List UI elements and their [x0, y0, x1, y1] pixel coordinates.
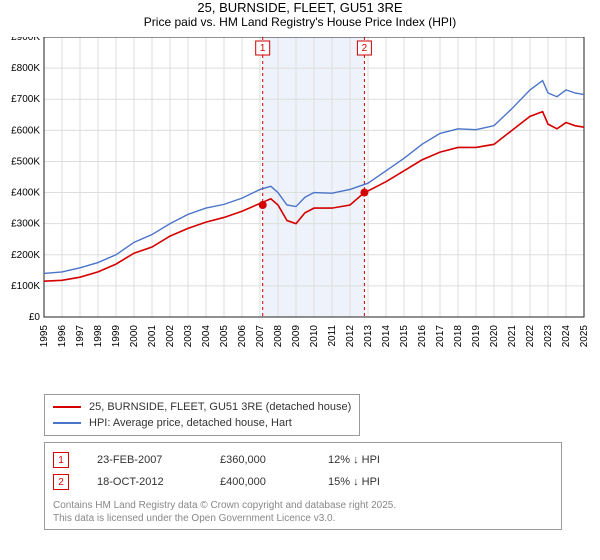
- legend-label: HPI: Average price, detached house, Hart: [89, 417, 292, 429]
- sales-table: 1 23-FEB-2007 £360,000 12% ↓ HPI 2 18-OC…: [44, 442, 562, 530]
- svg-text:£700K: £700K: [11, 94, 40, 105]
- legend-label: 25, BURNSIDE, FLEET, GU51 3RE (detached …: [89, 401, 351, 413]
- svg-text:£400K: £400K: [11, 188, 40, 199]
- chart-title: 25, BURNSIDE, FLEET, GU51 3RE: [0, 0, 600, 15]
- svg-text:2010: 2010: [309, 325, 320, 348]
- svg-text:£900K: £900K: [11, 37, 40, 43]
- svg-text:2019: 2019: [471, 325, 482, 348]
- legend: 25, BURNSIDE, FLEET, GU51 3RE (detached …: [44, 394, 360, 436]
- svg-text:2017: 2017: [435, 325, 446, 348]
- svg-text:£100K: £100K: [11, 281, 40, 292]
- svg-text:2023: 2023: [543, 325, 554, 348]
- chart-container: 25, BURNSIDE, FLEET, GU51 3RE Price paid…: [0, 0, 600, 390]
- sale-marker-icon: 2: [53, 474, 69, 490]
- svg-text:2007: 2007: [255, 325, 266, 348]
- legend-item: 25, BURNSIDE, FLEET, GU51 3RE (detached …: [53, 399, 351, 415]
- svg-text:£800K: £800K: [11, 63, 40, 74]
- svg-text:2013: 2013: [363, 325, 374, 348]
- svg-text:2015: 2015: [399, 325, 410, 348]
- svg-text:1999: 1999: [111, 325, 122, 348]
- svg-text:2022: 2022: [525, 325, 536, 348]
- svg-text:2024: 2024: [561, 325, 572, 348]
- svg-text:2011: 2011: [327, 325, 338, 347]
- svg-text:£500K: £500K: [11, 156, 40, 167]
- svg-text:2016: 2016: [417, 325, 428, 348]
- svg-text:1997: 1997: [75, 325, 86, 348]
- svg-text:2002: 2002: [165, 325, 176, 348]
- sale-price: £400,000: [220, 476, 300, 488]
- svg-text:1998: 1998: [93, 325, 104, 348]
- svg-text:1996: 1996: [57, 325, 68, 348]
- svg-text:2009: 2009: [291, 325, 302, 348]
- footnote-line: Contains HM Land Registry data © Crown c…: [53, 500, 396, 511]
- table-row: 2 18-OCT-2012 £400,000 15% ↓ HPI: [53, 471, 553, 493]
- svg-text:£0: £0: [29, 312, 41, 323]
- svg-text:2003: 2003: [183, 325, 194, 348]
- svg-text:2012: 2012: [345, 325, 356, 348]
- legend-item: HPI: Average price, detached house, Hart: [53, 415, 351, 431]
- svg-text:2014: 2014: [381, 325, 392, 348]
- legend-swatch: [53, 422, 81, 424]
- svg-text:1995: 1995: [39, 325, 50, 348]
- svg-text:£200K: £200K: [11, 250, 40, 261]
- chart-subtitle: Price paid vs. HM Land Registry's House …: [0, 15, 600, 29]
- svg-text:£600K: £600K: [11, 125, 40, 136]
- sale-marker-icon: 1: [53, 452, 69, 468]
- sale-diff: 12% ↓ HPI: [328, 454, 408, 466]
- price-chart: £0 £100K £200K £300K £400K £500K £600K £700K £80…: [0, 37, 600, 381]
- svg-text:2008: 2008: [273, 325, 284, 348]
- svg-text:2004: 2004: [201, 325, 212, 348]
- sale-diff: 15% ↓ HPI: [328, 476, 408, 488]
- svg-text:2006: 2006: [237, 325, 248, 348]
- svg-text:2000: 2000: [129, 325, 140, 348]
- legend-swatch: [53, 406, 81, 408]
- footnote-line: This data is licensed under the Open Gov…: [53, 513, 335, 524]
- sale-date: 23-FEB-2007: [97, 454, 192, 466]
- svg-text:2018: 2018: [453, 325, 464, 348]
- table-row: 1 23-FEB-2007 £360,000 12% ↓ HPI: [53, 449, 553, 471]
- svg-text:2: 2: [362, 43, 368, 54]
- svg-text:2005: 2005: [219, 325, 230, 348]
- svg-text:2001: 2001: [147, 325, 158, 348]
- svg-text:2025: 2025: [579, 325, 590, 348]
- sale-price: £360,000: [220, 454, 300, 466]
- sale-date: 18-OCT-2012: [97, 476, 192, 488]
- svg-text:2021: 2021: [507, 325, 518, 348]
- svg-text:2020: 2020: [489, 325, 500, 348]
- svg-text:1: 1: [260, 43, 266, 54]
- svg-text:£300K: £300K: [11, 219, 40, 230]
- footnote: Contains HM Land Registry data © Crown c…: [53, 499, 553, 525]
